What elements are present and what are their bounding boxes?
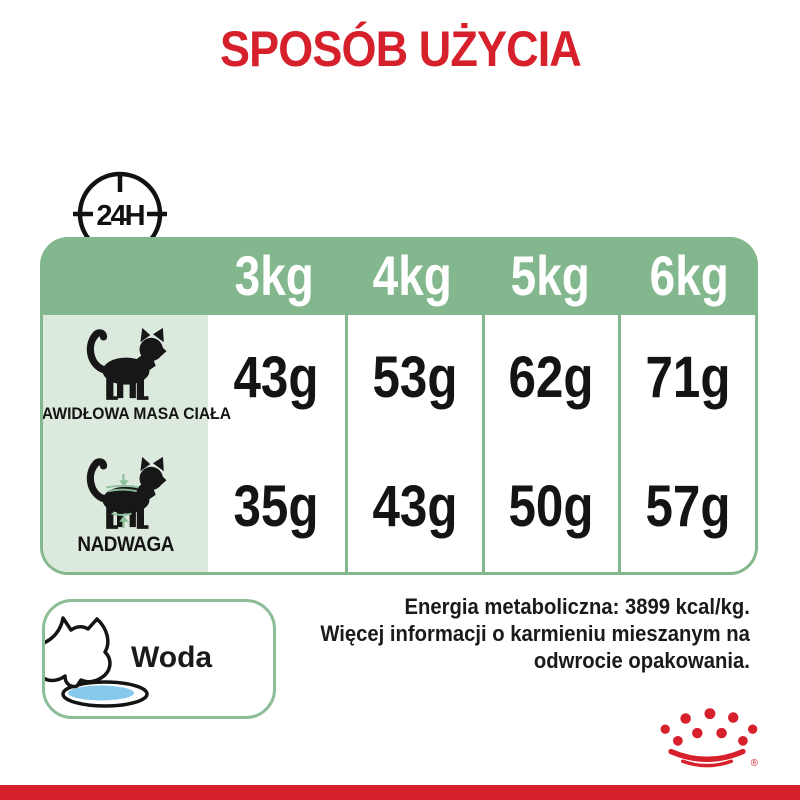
table-row-overweight: NADWAGA 35g 43g 50g 57g xyxy=(43,443,755,572)
value-normal-5kg: 62g xyxy=(481,315,619,444)
clock-label: 24H xyxy=(96,200,143,232)
footer-red-bar xyxy=(0,785,800,800)
royal-canin-crown-logo: ® xyxy=(660,708,758,769)
water-label: Woda xyxy=(131,641,213,674)
header-weight-4kg: 4kg xyxy=(372,244,452,307)
water-bowl xyxy=(68,685,134,701)
value-overweight-6kg: 57g xyxy=(618,443,755,572)
cat-overweight-icon xyxy=(86,456,166,529)
feeding-table-header: 3kg 4kg 5kg 6kg xyxy=(40,237,758,315)
value-overweight-3kg: 35g xyxy=(233,473,319,539)
water-box: Woda xyxy=(42,599,276,719)
registered-mark: ® xyxy=(751,758,758,769)
overweight-lines xyxy=(105,484,139,516)
feeding-table: 3kg 4kg 5kg 6kg xyxy=(40,237,758,575)
header-weight-5kg: 5kg xyxy=(511,244,591,307)
overweight-arrows xyxy=(118,473,129,528)
cat-normal-weight-icon xyxy=(86,327,166,400)
24h-clock-icon: 24H xyxy=(73,171,167,257)
table-row-normal-weight: PRAWIDŁOWA MASA CIAŁA 43g 53g 62g 71g xyxy=(43,315,755,444)
header-weight-3kg: 3kg xyxy=(234,244,314,307)
row-header-overweight: NADWAGA xyxy=(43,443,208,572)
value-overweight-4kg: 43g xyxy=(344,443,482,572)
value-normal-6kg: 71g xyxy=(618,315,755,444)
page-title: SPOSÓB UŻYCIA xyxy=(219,21,582,77)
feeding-table-body: PRAWIDŁOWA MASA CIAŁA 43g 53g 62g 71g xyxy=(40,315,758,575)
value-overweight-5kg: 50g xyxy=(481,443,619,572)
info-line-mixed-feeding: Więcej informacji o karmieniu mieszanym … xyxy=(320,621,750,646)
row-label-normal-weight: PRAWIDŁOWA MASA CIAŁA xyxy=(40,404,231,423)
info-line-package: odwrocie opakowania. xyxy=(534,648,750,673)
info-line-energy: Energia metaboliczna: 3899 kcal/kg. xyxy=(404,594,750,619)
cat-head-outline xyxy=(45,616,112,689)
row-header-normal-weight: PRAWIDŁOWA MASA CIAŁA xyxy=(43,315,231,444)
value-normal-4kg: 53g xyxy=(344,315,482,444)
header-weight-6kg: 6kg xyxy=(649,244,729,307)
row-label-overweight: NADWAGA xyxy=(77,532,174,556)
value-normal-3kg: 43g xyxy=(233,345,319,410)
cat-drinking-icon xyxy=(45,616,149,708)
info-text: Energia metaboliczna: 3899 kcal/kg. Więc… xyxy=(320,593,750,674)
